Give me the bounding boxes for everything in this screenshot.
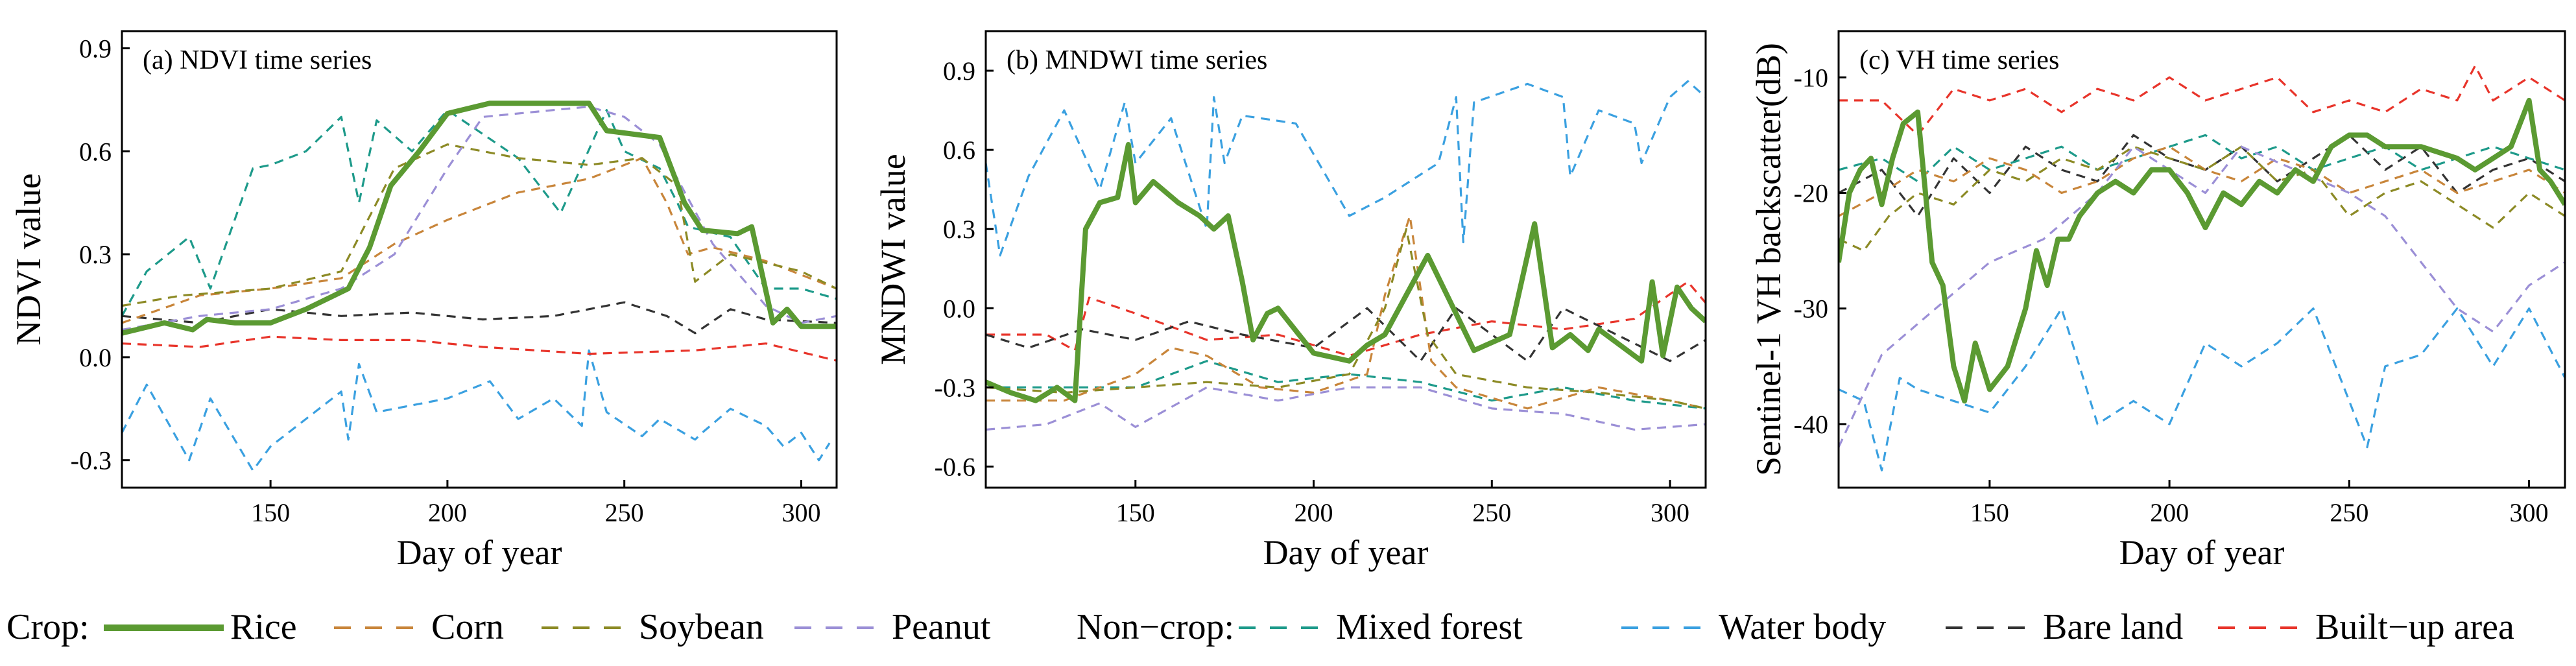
legend: Crop: Rice Corn Soybean Peanut Non−crop:… <box>6 607 2514 647</box>
series-line-rice <box>122 101 837 336</box>
x-tick-label: 150 <box>251 498 290 527</box>
chart-title: (a) NDVI time series <box>143 45 372 75</box>
x-tick-label: 250 <box>605 498 644 527</box>
legend-label-mixed-forest: Mixed forest <box>1336 607 1523 647</box>
series-line-built-up-area <box>122 335 837 362</box>
series-line-mixed-forest <box>122 109 837 317</box>
y-tick-label: 0.9 <box>79 34 112 63</box>
x-tick-label: 200 <box>428 498 467 527</box>
plot-frame <box>984 30 1707 489</box>
x-tick-label: 200 <box>1294 498 1333 527</box>
x-tick-label: 150 <box>1970 498 2009 527</box>
series-line-corn <box>1839 145 2565 217</box>
series-line-bare-land <box>1839 134 2565 217</box>
legend-label-corn: Corn <box>431 607 504 647</box>
series-line-water-body <box>986 80 1706 257</box>
legend-crop-label: Crop: <box>6 607 89 647</box>
x-tick-label: 300 <box>781 498 820 527</box>
chart-mndwi: 150 200 250 300 -0.6 -0.3 0.0 0.3 0.6 0.9 (b) MNDW… <box>874 30 1707 572</box>
series-line-bare-land <box>986 307 1706 363</box>
x-tick-label: 200 <box>2150 498 2189 527</box>
y-tick-label: -40 <box>1794 410 1828 439</box>
series-line-built-up-area <box>986 281 1706 357</box>
plot-frame <box>1837 30 2566 489</box>
legend-label-soybean: Soybean <box>639 607 764 647</box>
series-line-soybean <box>122 143 837 307</box>
y-axis-label: MNDWI value <box>874 154 912 364</box>
y-tick-label: -0.6 <box>935 452 975 481</box>
y-tick-label: 0.0 <box>79 343 112 372</box>
series-line-water-body <box>122 349 831 472</box>
legend-label-water-body: Water body <box>1719 607 1886 647</box>
x-tick-label: 250 <box>2330 498 2368 527</box>
y-axis-label: Sentinel-1 VH backscatter(dB) <box>1749 43 1788 476</box>
legend-label-rice: Rice <box>230 607 297 647</box>
x-tick-label: 250 <box>1472 498 1511 527</box>
y-tick-label: 0.9 <box>943 56 975 86</box>
series-line-bare-land <box>122 301 837 335</box>
series-line-water-body <box>1839 307 2565 471</box>
x-tick-label: 150 <box>1116 498 1155 527</box>
chart-title: (b) MNDWI time series <box>1007 45 1267 75</box>
x-axis-label: Day of year <box>397 533 562 572</box>
x-tick-label: 300 <box>2510 498 2549 527</box>
y-tick-label: 0.0 <box>943 294 975 323</box>
y-tick-label: 0.3 <box>79 240 112 269</box>
y-axis-label: NDVI value <box>9 173 48 345</box>
chart-ndvi: 150 200 250 300 -0.3 0.0 0.3 0.6 0.9 (a) NDVI tim… <box>9 30 838 572</box>
legend-label-built-up-area: Built−up area <box>2315 607 2514 647</box>
series-line-soybean <box>986 228 1706 410</box>
series-line-rice <box>986 142 1706 403</box>
series-line-peanut <box>1839 145 2565 448</box>
legend-label-bare-land: Bare land <box>2043 607 2183 647</box>
series-line-built-up-area <box>1839 64 2565 136</box>
y-tick-label: 0.3 <box>943 215 975 244</box>
series-line-rice <box>1839 97 2565 404</box>
chart-vh: 150 200 250 300 -40 -30 -20 -10 (c) VH time seri… <box>1749 30 2566 572</box>
series-line-mixed-forest <box>986 360 1706 410</box>
y-tick-label: -30 <box>1794 294 1828 324</box>
y-tick-label: -10 <box>1794 63 1828 92</box>
series-line-peanut <box>122 105 837 331</box>
y-tick-label: -0.3 <box>935 373 975 402</box>
y-tick-label: 0.6 <box>943 136 975 165</box>
y-tick-label: -0.3 <box>71 446 112 475</box>
series-line-mixed-forest <box>1839 134 2565 183</box>
y-tick-label: -20 <box>1794 179 1828 208</box>
x-axis-label: Day of year <box>1263 533 1429 572</box>
plot-frame <box>121 30 838 489</box>
series-line-corn <box>986 215 1706 410</box>
x-axis-label: Day of year <box>2119 533 2285 572</box>
legend-noncrop-label: Non−crop: <box>1077 607 1234 647</box>
series-line-corn <box>122 157 837 324</box>
chart-title: (c) VH time series <box>1859 45 2059 75</box>
legend-label-peanut: Peanut <box>892 607 991 647</box>
series-line-peanut <box>986 386 1706 431</box>
y-tick-label: 0.6 <box>79 137 112 166</box>
series-line-soybean <box>1839 145 2565 252</box>
x-tick-label: 300 <box>1651 498 1689 527</box>
